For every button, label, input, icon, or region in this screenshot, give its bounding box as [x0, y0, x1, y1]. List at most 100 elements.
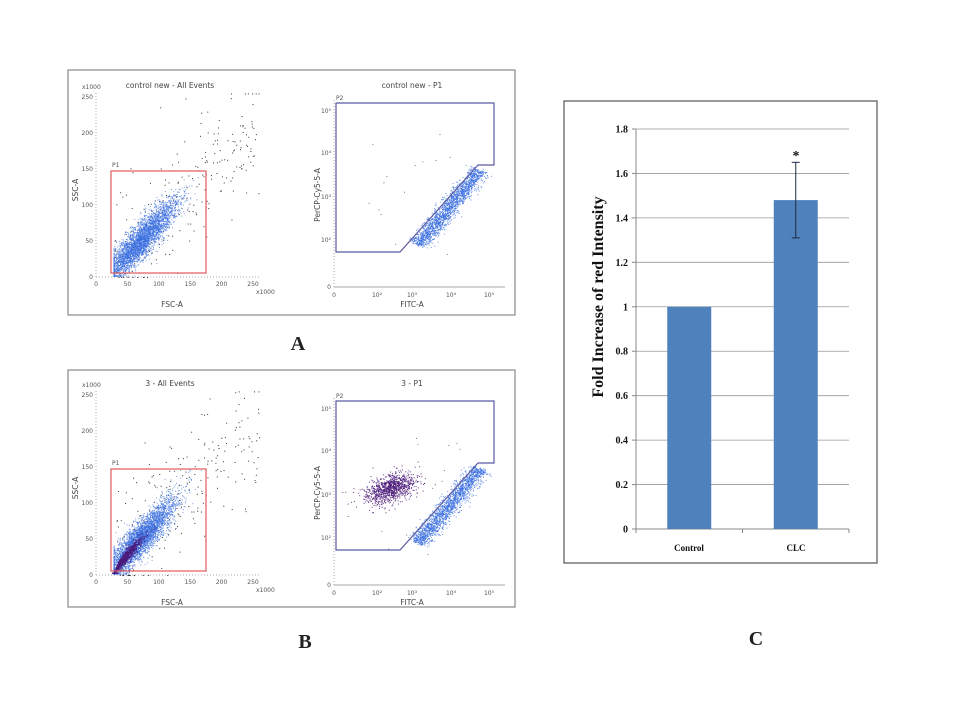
y-tick-label: 50 [85, 536, 93, 543]
significance-asterisk: * [793, 149, 800, 164]
gate-p1[interactable] [110, 170, 207, 274]
y-tick-label: 0.8 [616, 347, 629, 358]
x-tick-label: 10⁴ [446, 292, 457, 299]
plot-title: control new - All Events [126, 81, 215, 90]
x-tick-label: 10⁴ [446, 590, 457, 597]
bars [667, 161, 818, 529]
y-tick-label: 10² [321, 237, 332, 244]
gate-p2[interactable] [335, 400, 495, 551]
y-tick-label: 0.2 [616, 480, 629, 491]
y-tick-label: 10³ [321, 492, 332, 499]
bar-y-axis-label: Fold Increase of red Intensity [590, 196, 607, 397]
y-tick-label: 0 [327, 284, 331, 291]
y-tick-label: 100 [82, 202, 94, 209]
flow-plot-b-scatter: 0 50 100 150 200 250050100150200250x1000x1000… [71, 379, 275, 607]
x-tick-label: 250 [247, 579, 259, 586]
flow-plot-b-fluorescence: 0 10² 10³ 10⁴ 10⁵ 0 10² 10³ 10⁴ 10⁵ 3 - P1 FITC-A Pe… [313, 379, 505, 607]
gate-p1[interactable] [110, 468, 207, 572]
y-tick-label: 200 [82, 428, 94, 435]
y-tick-label: 50 [85, 238, 93, 245]
x-tick-label: 100 [153, 579, 165, 586]
panel-label-b: B [298, 631, 311, 653]
y-tick-label: 1 [623, 302, 628, 313]
y-tick-label: 10⁵ [321, 406, 332, 413]
event-dots [368, 133, 493, 255]
y-tick-label: 150 [82, 166, 94, 173]
x-axis-label: FITC-A [400, 598, 424, 607]
bar-control [667, 306, 712, 529]
bar-x-label-clc: CLC [786, 543, 805, 553]
y-tick-label: 10⁴ [321, 448, 332, 455]
y-axis-label: PerCP-Cy5-5-A [313, 465, 322, 520]
plot-title: 3 - P1 [401, 379, 423, 388]
panel-b-frame [67, 369, 516, 608]
y-tick-label: 200 [82, 130, 94, 137]
plot-title: control new - P1 [382, 81, 443, 90]
x-axis-label: FSC-A [161, 300, 184, 309]
event-dots [111, 391, 261, 576]
x-tick-label: 0 [94, 579, 98, 586]
y-tick-label: 100 [82, 500, 94, 507]
y-axis-label: PerCP-Cy5-5-A [313, 167, 322, 222]
panel-c-frame [563, 100, 878, 564]
x-tick-label: 10³ [407, 590, 418, 597]
gate-label: P2 [336, 393, 344, 400]
x-axis-label: FITC-A [400, 300, 424, 309]
panel-label-c: C [749, 628, 763, 650]
x-tick-label: 10² [372, 590, 383, 597]
x-tick-label: 10³ [407, 292, 418, 299]
panel-label-a: A [291, 333, 306, 355]
y-axis-label: SSC-A [71, 178, 80, 201]
x-tick-label: 0 [94, 281, 98, 288]
y-tick-label: 10⁵ [321, 108, 332, 115]
x-tick-label: 200 [216, 281, 228, 288]
gate-label: P1 [112, 162, 120, 169]
y-tick-label: 250 [82, 392, 94, 399]
x-tick-label: 150 [184, 579, 196, 586]
y-tick-label: 0.4 [616, 436, 629, 447]
x-tick-label: 10⁵ [484, 590, 495, 597]
y-tick-label: 1.2 [616, 258, 629, 269]
x-tick-label: 10⁵ [484, 292, 495, 299]
gate-label: P1 [112, 460, 120, 467]
x-tick-label: 0 [332, 590, 336, 597]
y-unit: x1000 [82, 84, 101, 91]
y-unit: x1000 [82, 382, 101, 389]
y-tick-label: 10⁴ [321, 150, 332, 157]
event-dots [342, 437, 492, 555]
x-tick-label: 0 [332, 292, 336, 299]
bar-x-label-control: Control [674, 543, 704, 553]
plot-title: 3 - All Events [145, 379, 194, 388]
y-tick-label: 1.6 [616, 169, 629, 180]
y-tick-label: 0 [327, 582, 331, 589]
y-tick-label: 150 [82, 464, 94, 471]
x-tick-label: 50 [124, 579, 132, 586]
x-axis-label: FSC-A [161, 598, 184, 607]
gate-p2[interactable] [335, 102, 495, 253]
y-tick-label: 0 [89, 274, 93, 281]
x-tick-label: 250 [247, 281, 259, 288]
x-tick-label: 150 [184, 281, 196, 288]
y-tick-label: 10² [321, 535, 332, 542]
x-unit: x1000 [256, 587, 275, 594]
bar-clc [773, 200, 818, 529]
y-tick-label: 250 [82, 94, 94, 101]
y-axis-label: SSC-A [71, 476, 80, 499]
x-tick-label: 100 [153, 281, 165, 288]
y-tick-label: 0.6 [616, 391, 629, 402]
gate-label: P2 [336, 95, 344, 102]
y-tick-label: 1.4 [616, 213, 629, 224]
flow-plot-a-scatter: 0 50 100 150 200 250050100150200250x1000x1000… [71, 81, 275, 309]
panel-a-frame [67, 69, 516, 316]
y-tick-label: 0 [89, 572, 93, 579]
y-tick-label: 1.8 [616, 125, 629, 136]
y-tick-label: 0 [623, 525, 628, 536]
x-tick-label: 50 [124, 281, 132, 288]
x-tick-label: 200 [216, 579, 228, 586]
x-tick-label: 10² [372, 292, 383, 299]
bar-y-ticks: 0 0.2 0.4 0.6 0.8 1 1.2 1.4 1.6 1.8 [616, 125, 636, 536]
flow-plot-a-fluorescence: 0 10² 10³ 10⁴ 10⁵ 0 10² 10³ 10⁴ 10⁵ control new - … [313, 81, 505, 309]
x-unit: x1000 [256, 289, 275, 296]
y-tick-label: 10³ [321, 194, 332, 201]
